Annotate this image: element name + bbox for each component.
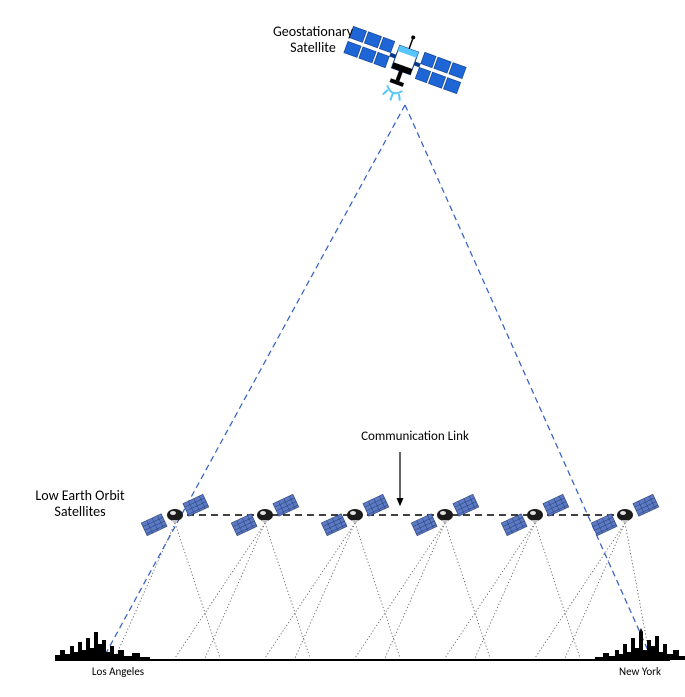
leo-ground-links [115, 523, 650, 658]
city-new-york-icon [595, 628, 685, 660]
geo-link-left [105, 105, 405, 655]
city-los-angeles-icon [55, 632, 150, 660]
diagram-canvas [0, 0, 685, 697]
geo-link-right [405, 105, 650, 655]
city-la-label: Los Angeles [78, 665, 158, 678]
leo-satellites-label: Low Earth Orbit Satellites [20, 488, 140, 520]
city-ny-label: New York [605, 665, 675, 678]
comm-link-label: Communication Link [340, 430, 490, 445]
leo-sat-1 [141, 494, 209, 535]
geo-satellite-label: Geostationary Satellite [238, 24, 388, 56]
